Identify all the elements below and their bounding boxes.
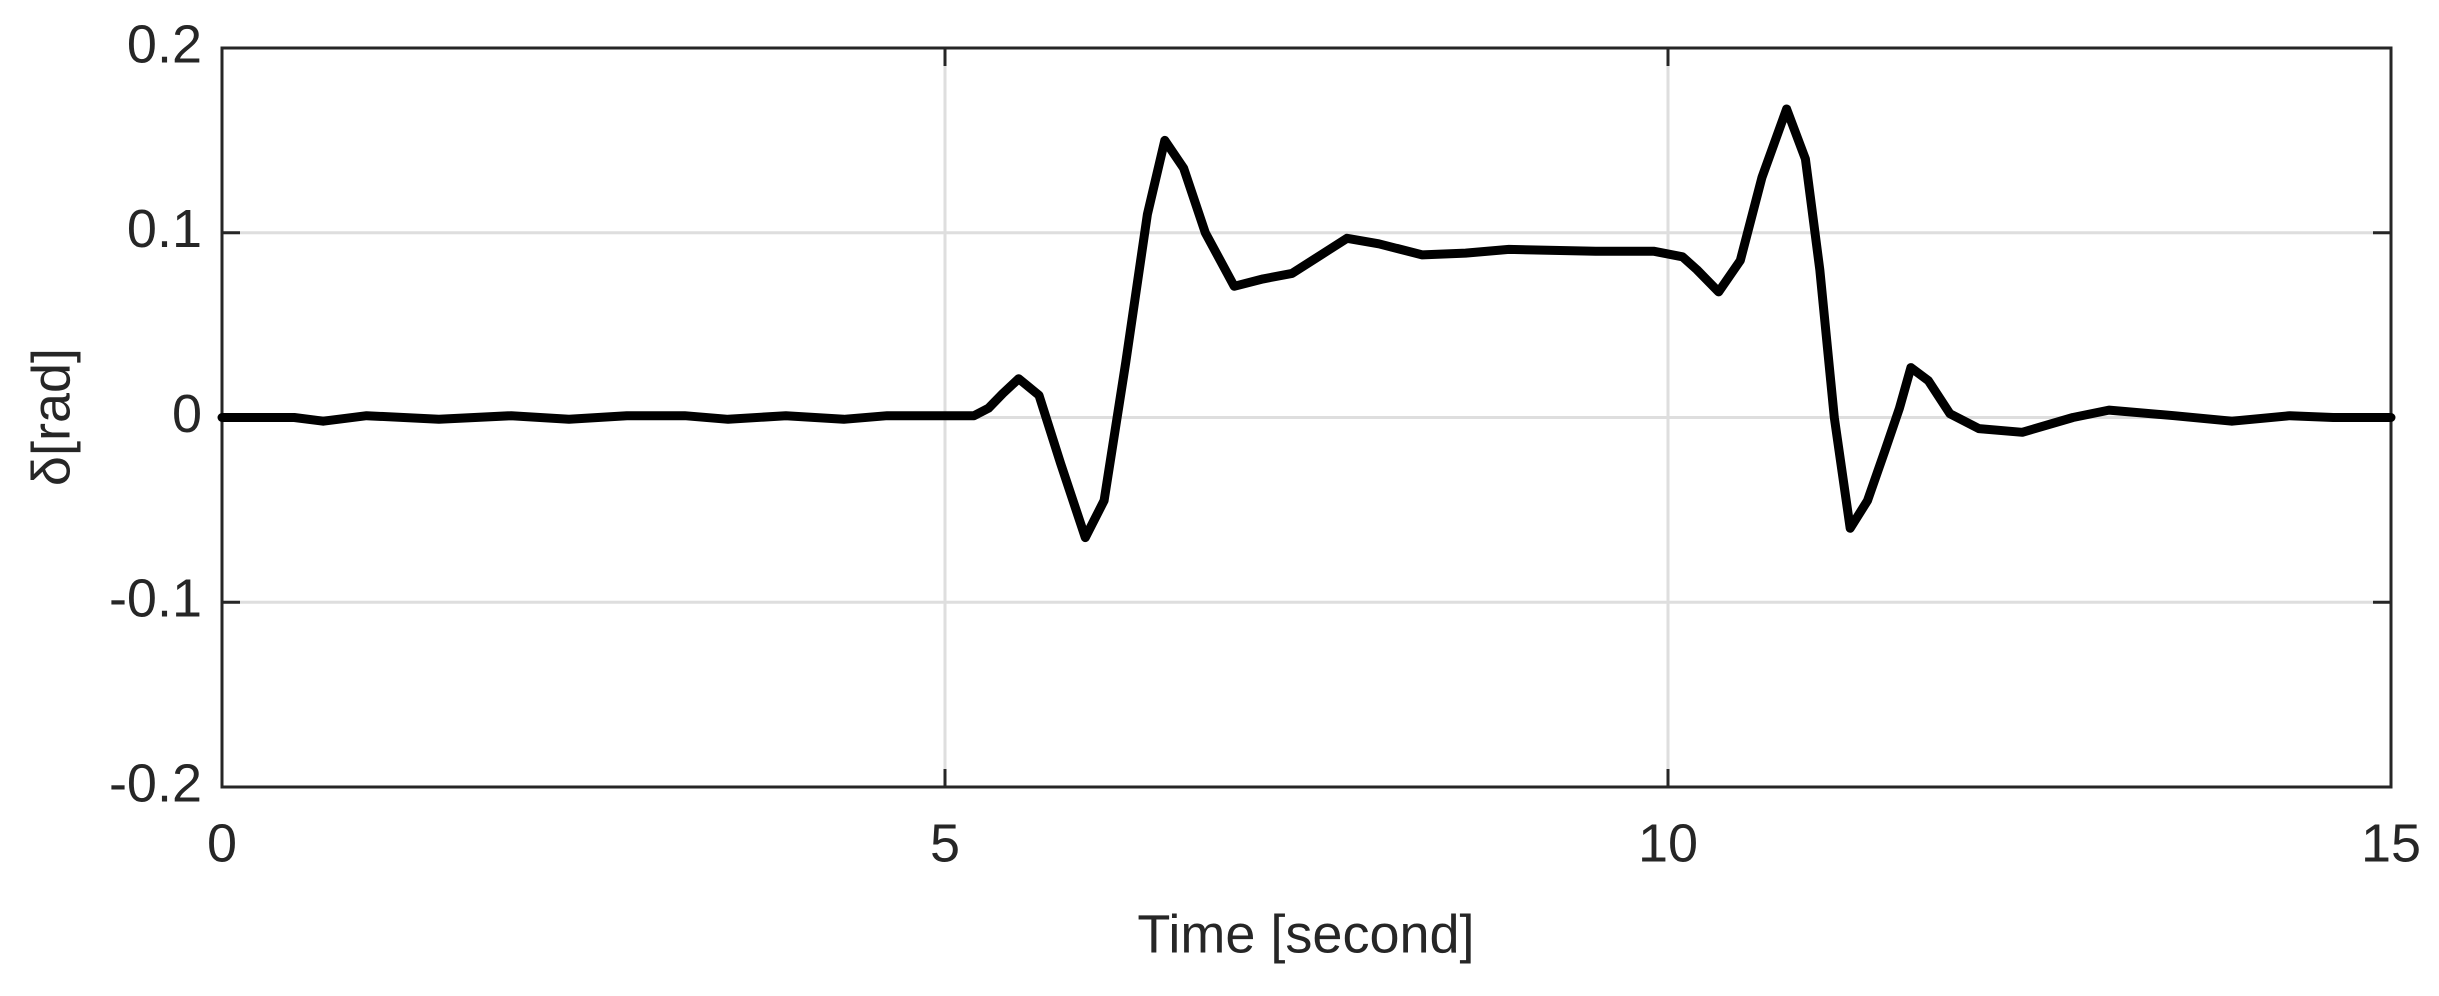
x-tick-label: 15 [2361, 813, 2421, 873]
y-axis-label: δ[rad] [21, 348, 81, 486]
x-tick-label: 5 [930, 813, 960, 873]
y-tick-label: -0.2 [109, 753, 202, 813]
x-axis-label: Time [second] [1137, 904, 1474, 964]
data-line [217, 104, 2396, 543]
x-tick-label: 0 [207, 813, 237, 873]
y-tick-label: 0.1 [127, 199, 202, 259]
y-tick-label: -0.1 [109, 569, 202, 629]
x-tick-label: 10 [1638, 813, 1698, 873]
y-tick-label: 0.2 [127, 14, 202, 74]
y-tick-label: 0 [172, 384, 202, 444]
